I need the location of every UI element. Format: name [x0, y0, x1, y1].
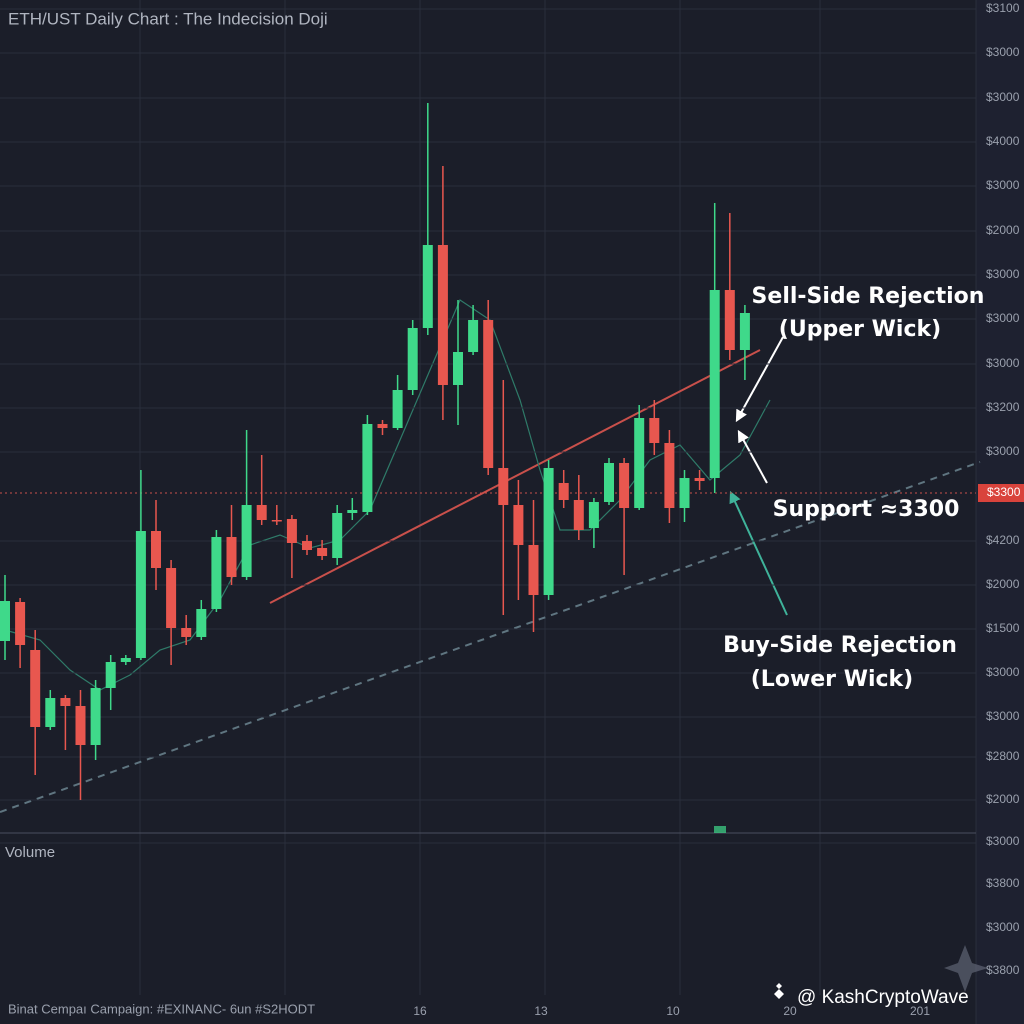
watermark: @ KashCryptoWave	[797, 987, 969, 1008]
candle-body	[90, 688, 101, 745]
current-price-label: $3300	[987, 485, 1021, 499]
current-price-badge	[978, 484, 1024, 502]
x-tick-label: 10	[666, 1004, 680, 1018]
candle-body	[377, 424, 388, 428]
volume-axis-label: $3000	[986, 834, 1020, 848]
candle-body	[604, 463, 614, 502]
candle-body	[241, 505, 252, 577]
arrow	[737, 429, 768, 484]
candle-body	[211, 537, 222, 609]
candle-body	[75, 706, 86, 745]
y-tick-label: $4000	[986, 134, 1020, 148]
candle-body	[679, 478, 690, 508]
candle-body	[256, 505, 267, 520]
candle-body	[226, 537, 237, 577]
candle-body	[271, 520, 282, 522]
annotation: Buy-Side Rejection	[723, 633, 957, 658]
y-tick-label: $4200	[986, 533, 1020, 547]
volume-axis-label: $3800	[986, 963, 1020, 977]
y-tick-label: $3000	[986, 45, 1020, 59]
arrow	[735, 336, 784, 423]
candle-body	[513, 505, 524, 545]
y-tick-label: $3000	[986, 709, 1020, 723]
candle-body	[151, 531, 161, 568]
candle-body	[634, 418, 645, 508]
candle-body	[0, 601, 10, 641]
y-tick-label: $3000	[986, 311, 1020, 325]
y-tick-label: $3000	[986, 178, 1020, 192]
candle-body	[453, 352, 463, 385]
annotation: (Lower Wick)	[751, 667, 913, 692]
candle-body	[120, 658, 131, 662]
candle-body	[362, 424, 373, 512]
candle-body	[498, 468, 509, 505]
y-tick-label: $3000	[986, 665, 1020, 679]
annotation: (Upper Wick)	[779, 317, 941, 342]
x-tick-label: 13	[534, 1004, 548, 1018]
y-tick-label: $1500	[986, 621, 1020, 635]
candle-body	[15, 602, 26, 645]
candle-body	[437, 245, 448, 385]
candle-body	[135, 531, 146, 658]
trend-line	[269, 349, 761, 604]
candle-body	[317, 548, 328, 556]
candle-body	[105, 662, 116, 688]
candle-body	[60, 698, 71, 706]
candle-body	[483, 320, 494, 468]
candle-body	[286, 519, 297, 543]
candle-body	[30, 650, 41, 727]
volume-bar	[714, 826, 726, 833]
vertical-grid	[139, 0, 977, 1024]
candle-body	[468, 320, 479, 352]
y-tick-label: $3000	[986, 356, 1020, 370]
candle-body	[619, 463, 630, 508]
x-tick-label: 201	[910, 1004, 930, 1018]
y-tick-label: $3000	[986, 267, 1020, 281]
footer: Binat Cempaı Campaign: #EXINANC- 6un #S2…	[8, 1001, 315, 1016]
volume-label: Volume	[5, 844, 55, 861]
candle-body	[588, 502, 599, 528]
annotation: Support ≈3300	[773, 497, 960, 522]
candle-body	[528, 545, 539, 595]
y-tick-label: $3200	[986, 400, 1020, 414]
annotation: Sell-Side Rejection	[752, 284, 985, 309]
y-tick-label: $2000	[986, 577, 1020, 591]
candle-body	[407, 328, 418, 390]
x-tick-label: 20	[783, 1004, 797, 1018]
y-tick-label: $2000	[986, 792, 1020, 806]
candle-body	[196, 609, 207, 637]
candle-body	[739, 313, 750, 350]
y-tick-label: $2800	[986, 749, 1020, 763]
volume-axis-label: $3000	[986, 920, 1020, 934]
candle-body	[422, 245, 433, 328]
candle-body	[649, 418, 660, 443]
candle-body	[573, 500, 584, 530]
candle-body	[392, 390, 403, 428]
candle-body	[709, 290, 720, 478]
candle-body	[664, 443, 675, 508]
candle-body	[347, 510, 358, 513]
candle-body	[181, 628, 192, 637]
volume-axis-label: $3800	[986, 876, 1020, 890]
candle-body	[543, 468, 554, 595]
watermark-logo	[774, 945, 988, 999]
candle-body	[558, 483, 569, 500]
chart-title: ETH/UST Daily Chart : The Indecision Doj…	[8, 9, 328, 28]
candle-body	[332, 513, 343, 558]
candle-body	[724, 290, 735, 350]
y-tick-label: $3000	[986, 444, 1020, 458]
candle-body	[694, 478, 705, 481]
x-tick-label: 16	[413, 1004, 427, 1018]
trend-line	[0, 461, 981, 813]
candle-body	[166, 568, 177, 628]
candle-body	[302, 541, 312, 550]
y-tick-label: $3100	[986, 1, 1020, 15]
price-axis-panel	[976, 0, 1024, 1024]
candle-body	[45, 698, 56, 727]
arrow	[729, 490, 788, 616]
y-tick-label: $2000	[986, 223, 1020, 237]
y-tick-label: $3000	[986, 90, 1020, 104]
